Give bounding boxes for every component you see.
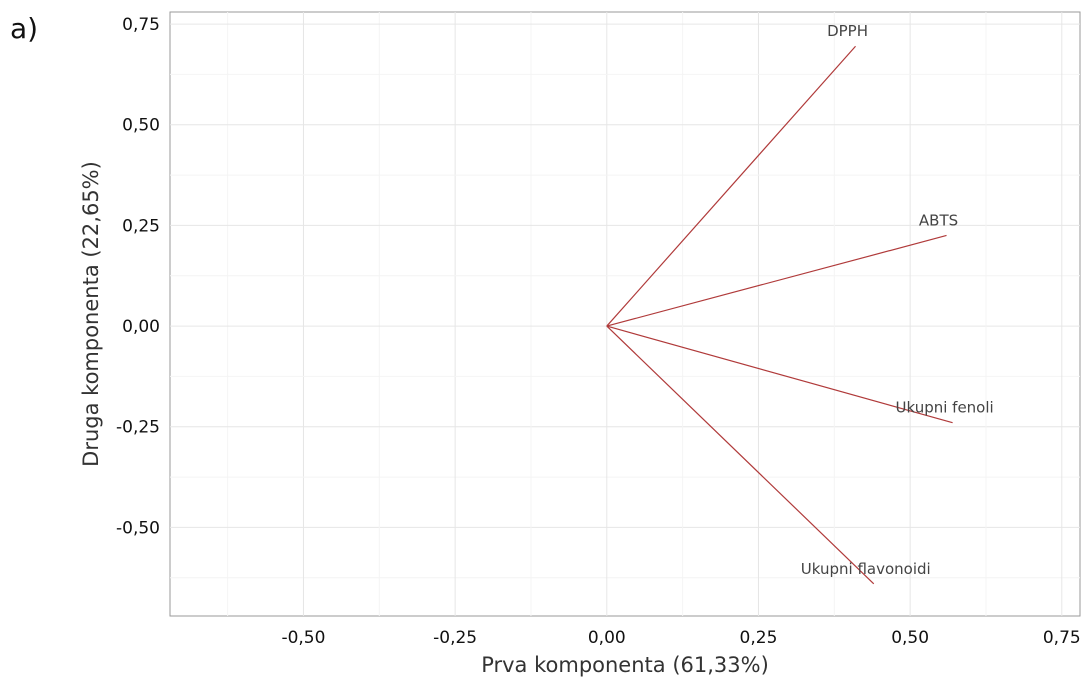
y-tick-label: -0,50 bbox=[116, 518, 160, 538]
x-tick-label: -0,50 bbox=[281, 628, 325, 648]
y-tick-label: 0,75 bbox=[122, 15, 160, 35]
loading-vector bbox=[606, 325, 875, 585]
vector-label: DPPH bbox=[827, 22, 868, 40]
y-tick-label: 0,50 bbox=[122, 116, 160, 136]
panel-label: a) bbox=[10, 12, 39, 45]
loading-vectors: DPPH ABTS Ukupni fenoli Ukupni flavonoidi bbox=[606, 22, 994, 585]
y-tick-label: -0,25 bbox=[116, 418, 160, 438]
x-tick-label: 0,75 bbox=[1043, 628, 1081, 648]
y-axis-title: Druga komponenta (22,65%) bbox=[79, 161, 103, 467]
loading-vector bbox=[606, 234, 947, 327]
x-tick-label: -0,25 bbox=[433, 628, 477, 648]
x-axis-title: Prva komponenta (61,33%) bbox=[481, 653, 769, 677]
plot-area bbox=[169, 11, 1081, 617]
y-tick-label: 0,00 bbox=[122, 317, 160, 337]
vector-label: ABTS bbox=[919, 211, 958, 229]
vector-label: Ukupni fenoli bbox=[895, 399, 993, 417]
x-tick-label: 0,50 bbox=[891, 628, 929, 648]
loading-vector bbox=[606, 325, 953, 424]
y-tick-label: 0,25 bbox=[122, 216, 160, 236]
loading-vector bbox=[606, 45, 856, 327]
y-tick-labels: 0,75 0,50 0,25 0,00 -0,25 -0,50 bbox=[116, 15, 160, 538]
vector-label: Ukupni flavonoidi bbox=[801, 560, 931, 578]
x-tick-label: 0,00 bbox=[588, 628, 626, 648]
gridlines bbox=[170, 12, 1080, 616]
x-tick-labels: -0,50 -0,25 0,00 0,25 0,50 0,75 bbox=[281, 628, 1080, 648]
x-tick-label: 0,25 bbox=[740, 628, 778, 648]
